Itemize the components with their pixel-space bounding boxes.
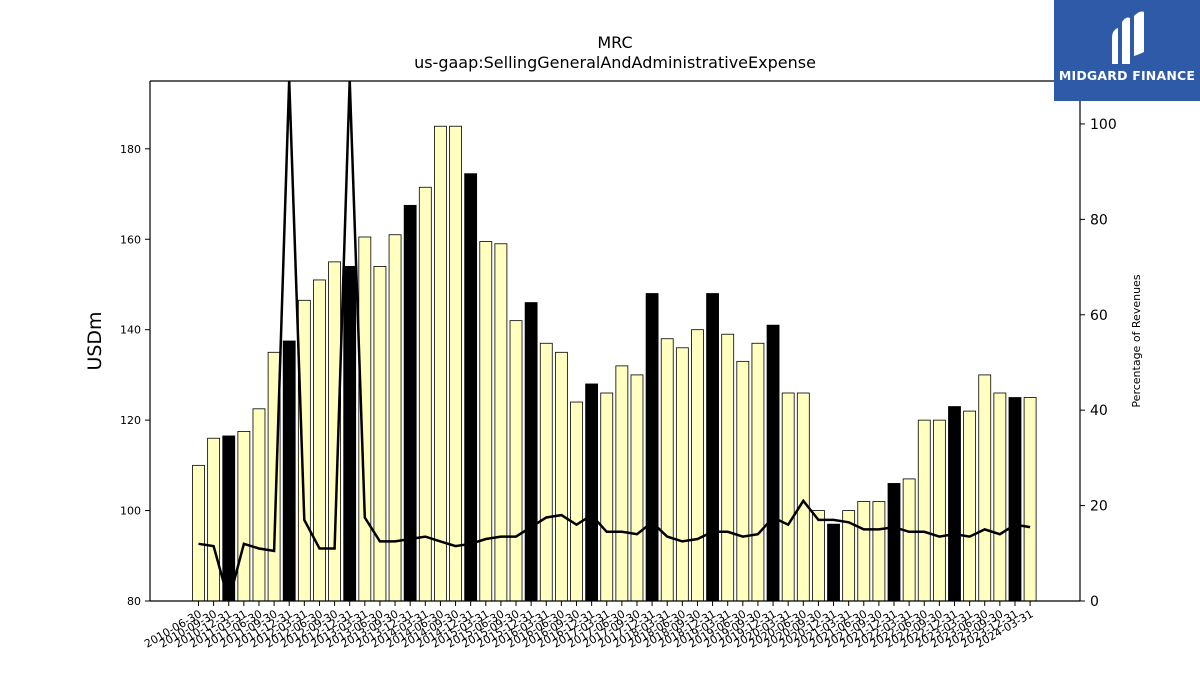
y-tick-label: 100 [120, 505, 141, 518]
bar [1023, 397, 1037, 602]
bar [449, 125, 462, 602]
bar [902, 478, 916, 602]
bar [222, 435, 236, 602]
bar [872, 501, 886, 602]
bar [539, 342, 553, 602]
bar [373, 265, 387, 602]
bar [554, 351, 568, 602]
y2-tick-label: 0 [1090, 594, 1099, 610]
bar [993, 392, 1007, 602]
bar [691, 329, 704, 602]
bar [464, 173, 478, 602]
bar [313, 279, 326, 602]
y2-tick-label: 40 [1090, 403, 1108, 419]
bar [388, 234, 402, 602]
bar [252, 408, 266, 602]
bar [1008, 397, 1022, 602]
y-tick-label: 120 [120, 414, 141, 427]
bar [524, 302, 538, 602]
bar [660, 338, 674, 602]
logo-text: MIDGARD FINANCE [1058, 68, 1196, 83]
y2-tick-label: 60 [1090, 308, 1108, 324]
bar [403, 204, 417, 602]
y-tick-label: 80 [127, 595, 141, 608]
bar [857, 501, 871, 602]
y-tick-label: 140 [120, 324, 141, 337]
bar [615, 365, 629, 602]
bar [207, 437, 221, 602]
bar [494, 243, 508, 602]
brand-logo: MIDGARD FINANCE [1054, 0, 1200, 101]
bar [675, 347, 689, 602]
bar [827, 523, 840, 602]
bar [645, 293, 659, 602]
bar [736, 360, 750, 602]
bar [570, 401, 583, 602]
bar [721, 333, 735, 602]
chart-subtitle: us-gaap:SellingGeneralAndAdministrativeE… [414, 53, 816, 72]
bar [978, 374, 992, 602]
y2-tick-label: 100 [1090, 117, 1117, 133]
bar [192, 464, 205, 602]
bar [887, 483, 901, 602]
bar [812, 510, 825, 602]
bar [766, 324, 780, 602]
y-tick-label: 160 [120, 233, 141, 246]
bar [509, 320, 523, 602]
bar [585, 383, 599, 602]
y-tick-label: 180 [120, 143, 141, 156]
midgard-logo-icon [1112, 11, 1144, 64]
bar [343, 265, 357, 602]
bar [297, 299, 311, 602]
bar [781, 392, 795, 602]
bar [932, 419, 946, 602]
series-line [198, 81, 1031, 601]
y2-tick-label: 80 [1090, 212, 1108, 228]
chart-title: MRC [597, 33, 632, 52]
bar [917, 419, 931, 602]
y2-axis-label: Percentage of Revenues [1130, 274, 1143, 407]
bar [963, 410, 977, 602]
bar [434, 125, 447, 602]
bar [706, 293, 719, 602]
bar [796, 392, 810, 602]
bar [237, 431, 251, 602]
bar [751, 342, 765, 602]
bar [948, 406, 961, 602]
bar [479, 241, 493, 602]
bar [600, 392, 614, 602]
bar [282, 340, 296, 602]
bar [630, 374, 644, 602]
y2-tick-label: 20 [1090, 499, 1108, 515]
y-axis-label: USDm [84, 311, 106, 370]
